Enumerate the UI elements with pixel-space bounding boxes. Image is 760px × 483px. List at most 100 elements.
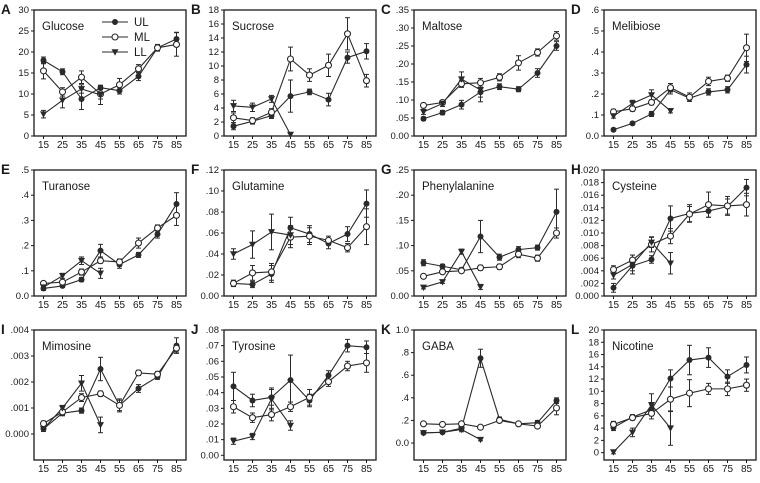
svg-text:LL: LL: [134, 47, 147, 59]
svg-text:45: 45: [285, 464, 297, 475]
svg-text:.06: .06: [206, 356, 219, 367]
panel-title: Sucrose: [232, 21, 274, 33]
svg-text:25: 25: [57, 140, 69, 151]
svg-text:75: 75: [152, 300, 164, 311]
svg-text:16: 16: [208, 19, 219, 30]
svg-text:.08: .08: [206, 325, 219, 336]
svg-text:.6: .6: [401, 370, 409, 381]
svg-text:.004: .004: [581, 266, 600, 277]
panel-A-chart: 0 5 10 15 20 25 30 15 25 35 45 55 65 75 85 A Glucose UL ML…: [0, 0, 190, 160]
svg-text:.020: .020: [581, 165, 600, 176]
svg-text:75: 75: [152, 140, 164, 151]
svg-text:.012: .012: [581, 215, 600, 226]
svg-text:0: 0: [594, 448, 599, 459]
svg-text:25: 25: [247, 300, 259, 311]
svg-text:15: 15: [38, 140, 50, 151]
svg-text:.002: .002: [11, 377, 30, 388]
svg-text:.10: .10: [396, 241, 409, 252]
svg-text:45: 45: [475, 300, 487, 311]
panel-K-chart: 0.0 .2 .4 .6 .8 1.0 15 25 35 45 55 65 75 85 K GABA: [380, 320, 570, 483]
svg-text:15: 15: [418, 464, 430, 475]
svg-text:75: 75: [722, 300, 734, 311]
svg-text:25: 25: [247, 140, 259, 151]
panel-letter: H: [571, 162, 581, 177]
panel-I-chart: 0.000 .001 .002 .003 .004 15 25 35 45 55 65 75 85 I Mi…: [0, 320, 190, 483]
svg-text:75: 75: [722, 464, 734, 475]
svg-text:15: 15: [38, 464, 50, 475]
svg-text:30: 30: [18, 5, 29, 16]
svg-text:45: 45: [665, 300, 677, 311]
svg-text:25: 25: [57, 464, 69, 475]
svg-text:0: 0: [24, 131, 29, 142]
svg-text:.002: .002: [581, 278, 600, 289]
svg-text:85: 85: [361, 300, 373, 311]
svg-text:2: 2: [214, 117, 219, 128]
svg-text:.008: .008: [581, 241, 600, 252]
svg-text:.25: .25: [396, 165, 409, 176]
svg-text:25: 25: [437, 464, 449, 475]
svg-text:.2: .2: [401, 415, 409, 426]
svg-text:.004: .004: [11, 325, 30, 336]
svg-text:10: 10: [208, 61, 219, 72]
svg-text:25: 25: [18, 26, 29, 37]
svg-text:65: 65: [703, 140, 715, 151]
svg-text:45: 45: [285, 300, 297, 311]
panel-letter: B: [191, 2, 201, 17]
svg-text:.010: .010: [581, 228, 600, 239]
svg-text:.2: .2: [21, 241, 29, 252]
svg-text:85: 85: [171, 300, 183, 311]
svg-text:55: 55: [114, 140, 126, 151]
svg-text:0.00: 0.00: [201, 450, 220, 461]
panel-title: Tyrosine: [232, 341, 275, 353]
svg-text:45: 45: [665, 140, 677, 151]
svg-text:25: 25: [627, 300, 639, 311]
svg-text:35: 35: [76, 300, 88, 311]
svg-text:.4: .4: [591, 47, 599, 58]
panel-A: 0 5 10 15 20 25 30 15 25 35 45 55 65 75 85 A Glucose UL ML…: [0, 0, 190, 160]
svg-text:.6: .6: [591, 5, 599, 16]
svg-text:.1: .1: [21, 266, 29, 277]
svg-text:.04: .04: [206, 388, 219, 399]
svg-text:35: 35: [266, 464, 278, 475]
svg-text:15: 15: [608, 300, 620, 311]
svg-text:45: 45: [95, 140, 107, 151]
svg-text:.12: .12: [206, 165, 219, 176]
panel-letter: E: [1, 162, 10, 177]
svg-text:35: 35: [646, 464, 658, 475]
panel-L: 0 2 4 6 8 10 12 14 16 18 20 15 25 35 45 55 65 75 85 L Nicoti…: [570, 320, 760, 483]
svg-text:35: 35: [266, 300, 278, 311]
svg-text:6: 6: [594, 411, 599, 422]
svg-text:75: 75: [722, 140, 734, 151]
svg-text:.08: .08: [206, 207, 219, 218]
svg-text:.06: .06: [206, 228, 219, 239]
svg-text:55: 55: [304, 464, 316, 475]
svg-text:65: 65: [323, 464, 335, 475]
svg-text:0.00: 0.00: [391, 291, 410, 302]
svg-text:0.0: 0.0: [586, 131, 599, 142]
panel-G-chart: 0.00 .05 .10 .15 .20 .25 15 25 35 45 55 65 75 85 G Phen…: [380, 160, 570, 320]
panel-letter: K: [381, 322, 391, 337]
panel-title: Mimosine: [42, 341, 91, 353]
svg-text:65: 65: [133, 300, 145, 311]
svg-text:0.00: 0.00: [391, 131, 410, 142]
panel-H-chart: 0.000 .002.004 .006.008 .010 .012.014 .016.01…: [570, 160, 760, 320]
panel-title: Cysteine: [612, 181, 657, 193]
svg-text:4: 4: [214, 103, 219, 114]
svg-text:85: 85: [551, 300, 563, 311]
svg-text:.4: .4: [401, 393, 409, 404]
svg-text:15: 15: [418, 140, 430, 151]
svg-text:25: 25: [627, 464, 639, 475]
svg-text:65: 65: [513, 300, 525, 311]
panel-letter: L: [571, 322, 579, 337]
svg-text:18: 18: [588, 337, 599, 348]
svg-text:55: 55: [304, 300, 316, 311]
panel-title: Nicotine: [612, 341, 654, 353]
svg-text:0.0: 0.0: [16, 291, 29, 302]
panel-G: 0.00 .05 .10 .15 .20 .25 15 25 35 45 55 65 75 85 G Phen…: [380, 160, 570, 320]
svg-text:.20: .20: [396, 59, 409, 70]
svg-text:.014: .014: [581, 203, 600, 214]
svg-text:.5: .5: [591, 26, 599, 37]
svg-text:75: 75: [532, 140, 544, 151]
svg-text:10: 10: [588, 386, 599, 397]
svg-text:5: 5: [24, 110, 29, 121]
